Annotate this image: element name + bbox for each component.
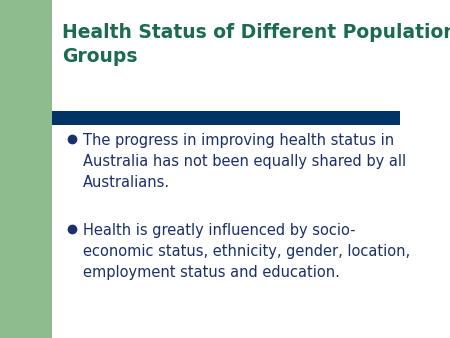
- FancyBboxPatch shape: [52, 0, 172, 78]
- Text: The progress in improving health status in
Australia has not been equally shared: The progress in improving health status …: [83, 133, 406, 190]
- Text: Health Status of Different Population
Groups: Health Status of Different Population Gr…: [62, 23, 450, 66]
- Bar: [52, 111, 400, 125]
- Bar: [0, 0, 450, 70]
- Text: Health is greatly influenced by socio-
economic status, ethnicity, gender, locat: Health is greatly influenced by socio- e…: [83, 223, 410, 280]
- Bar: [52, 0, 450, 338]
- Bar: [0, 70, 55, 338]
- FancyBboxPatch shape: [52, 0, 450, 338]
